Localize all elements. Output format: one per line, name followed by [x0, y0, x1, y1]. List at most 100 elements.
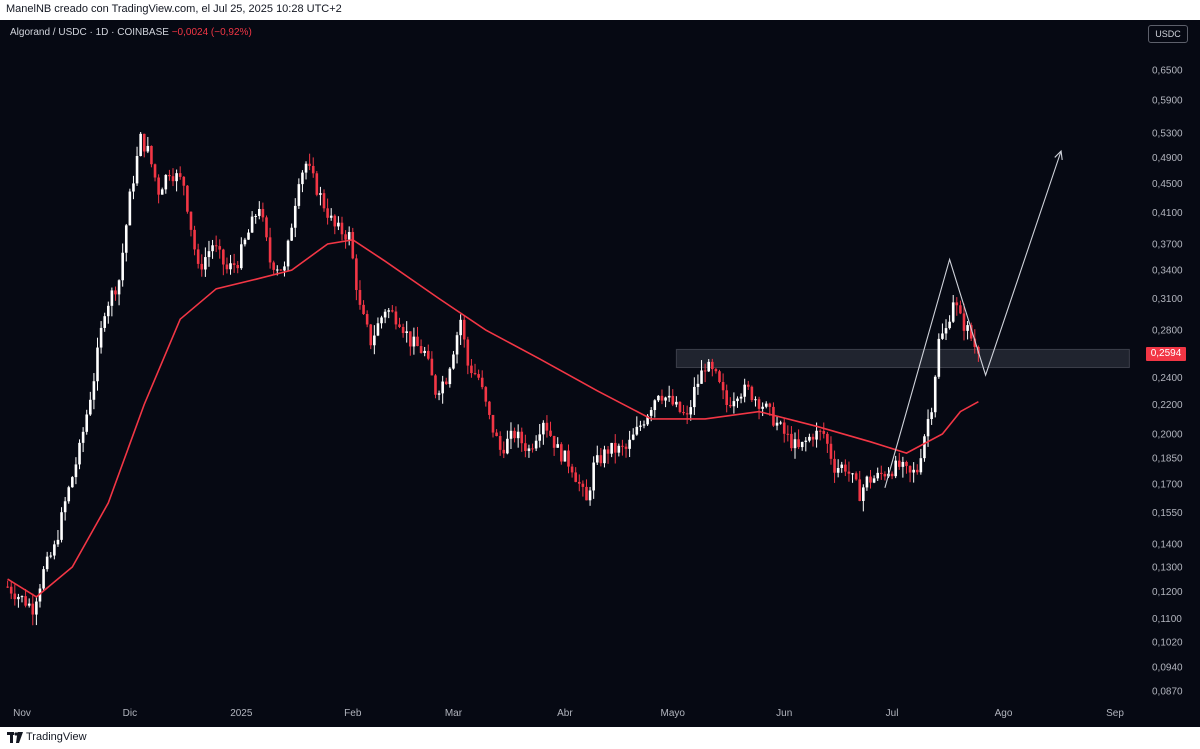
candle-body: [527, 448, 531, 451]
candle-body: [768, 403, 772, 407]
candle-body: [833, 458, 836, 473]
candle-body: [610, 442, 613, 454]
candle-body: [157, 177, 160, 195]
change-label: −0,0024 (−0,92%): [171, 27, 252, 38]
candle-body: [560, 444, 563, 462]
candle-body: [347, 232, 351, 240]
candle-body: [728, 404, 732, 407]
currency-badge[interactable]: USDC: [1148, 25, 1188, 43]
candle-body: [919, 458, 923, 473]
candle-body: [103, 316, 106, 328]
candle-body: [85, 414, 89, 432]
candle-body: [757, 399, 761, 409]
candle-body: [376, 323, 380, 336]
candle-body: [409, 331, 412, 347]
x-tick-label: Mayo: [661, 708, 686, 719]
y-tick-label: 0,1850: [1152, 454, 1183, 465]
candle-body: [250, 216, 254, 233]
candle-body: [563, 450, 567, 462]
candle-body: [854, 473, 858, 480]
candle-body: [430, 358, 434, 376]
candle-body: [355, 258, 358, 291]
symbol-label[interactable]: Algorand / USDC · 1D · COINBASE: [10, 27, 169, 38]
candle-body: [132, 183, 135, 192]
candle-body: [498, 436, 502, 450]
y-tick-label: 0,1020: [1152, 637, 1183, 648]
candle-body: [254, 215, 258, 217]
candle-body: [653, 400, 657, 411]
candle-body: [495, 432, 498, 437]
candle-body: [24, 596, 27, 606]
candle-body: [340, 222, 344, 235]
candle-body: [240, 244, 243, 269]
x-tick-label: Jul: [886, 708, 899, 719]
candle-body: [599, 455, 603, 464]
candle-body: [290, 227, 293, 241]
candle-body: [671, 395, 675, 405]
candle-body: [549, 430, 552, 436]
candle-body: [17, 596, 20, 600]
candle-body: [739, 396, 743, 399]
candle-body: [222, 249, 225, 265]
candle-body: [78, 442, 81, 465]
candle-body: [470, 365, 473, 374]
candle-body: [459, 319, 462, 336]
candle-body: [229, 263, 232, 270]
candle-body: [441, 381, 444, 394]
candle-body: [646, 415, 649, 425]
candle-body: [714, 369, 718, 372]
candle-body: [135, 156, 139, 184]
candle-body: [27, 603, 31, 606]
candle-body: [545, 422, 549, 431]
candle-body: [117, 280, 121, 295]
candle-body: [926, 419, 930, 437]
candle-body: [905, 461, 908, 466]
candle-body: [743, 384, 746, 397]
candle-body: [207, 251, 211, 258]
y-tick-label: 0,1200: [1152, 587, 1183, 598]
candle-body: [466, 339, 470, 366]
candle-body: [236, 265, 240, 269]
candle-body: [362, 304, 365, 315]
candle-body: [516, 431, 520, 439]
candle-body: [265, 217, 268, 238]
candle-body: [876, 472, 880, 479]
y-tick-label: 0,3100: [1152, 294, 1183, 305]
candle-body: [369, 324, 373, 346]
candle-body: [923, 436, 926, 459]
candle-body: [585, 486, 588, 501]
candle-body: [473, 373, 477, 375]
candle-body: [311, 165, 315, 174]
x-tick-label: Abr: [557, 708, 573, 719]
candle-body: [146, 145, 150, 152]
candle-body: [901, 461, 905, 467]
candle-body: [168, 175, 171, 177]
candle-body: [685, 413, 689, 415]
y-tick-label: 0,1300: [1152, 562, 1183, 573]
candle-body: [649, 410, 653, 416]
candle-body: [106, 305, 110, 317]
candle-body: [790, 433, 793, 449]
candle-body: [426, 350, 430, 359]
candle-body: [455, 335, 459, 355]
candle-body: [96, 347, 99, 382]
candle-body: [326, 208, 329, 218]
candle-body: [218, 246, 222, 250]
candle-body: [423, 350, 426, 353]
x-tick-label: Dic: [123, 708, 137, 719]
candle-body: [736, 398, 739, 402]
candle-body: [286, 240, 290, 267]
candle-body: [293, 205, 297, 228]
y-tick-label: 0,2400: [1152, 373, 1183, 384]
candle-body: [531, 448, 534, 450]
candle-body: [38, 588, 42, 602]
candle-body: [20, 596, 24, 598]
footer-bar: TradingView: [0, 727, 1200, 749]
candle-body: [153, 164, 157, 178]
candle-body: [818, 430, 822, 432]
candle-body: [826, 433, 829, 444]
candle-body: [477, 374, 480, 378]
candle-body: [675, 401, 678, 405]
candle-body: [268, 237, 272, 263]
